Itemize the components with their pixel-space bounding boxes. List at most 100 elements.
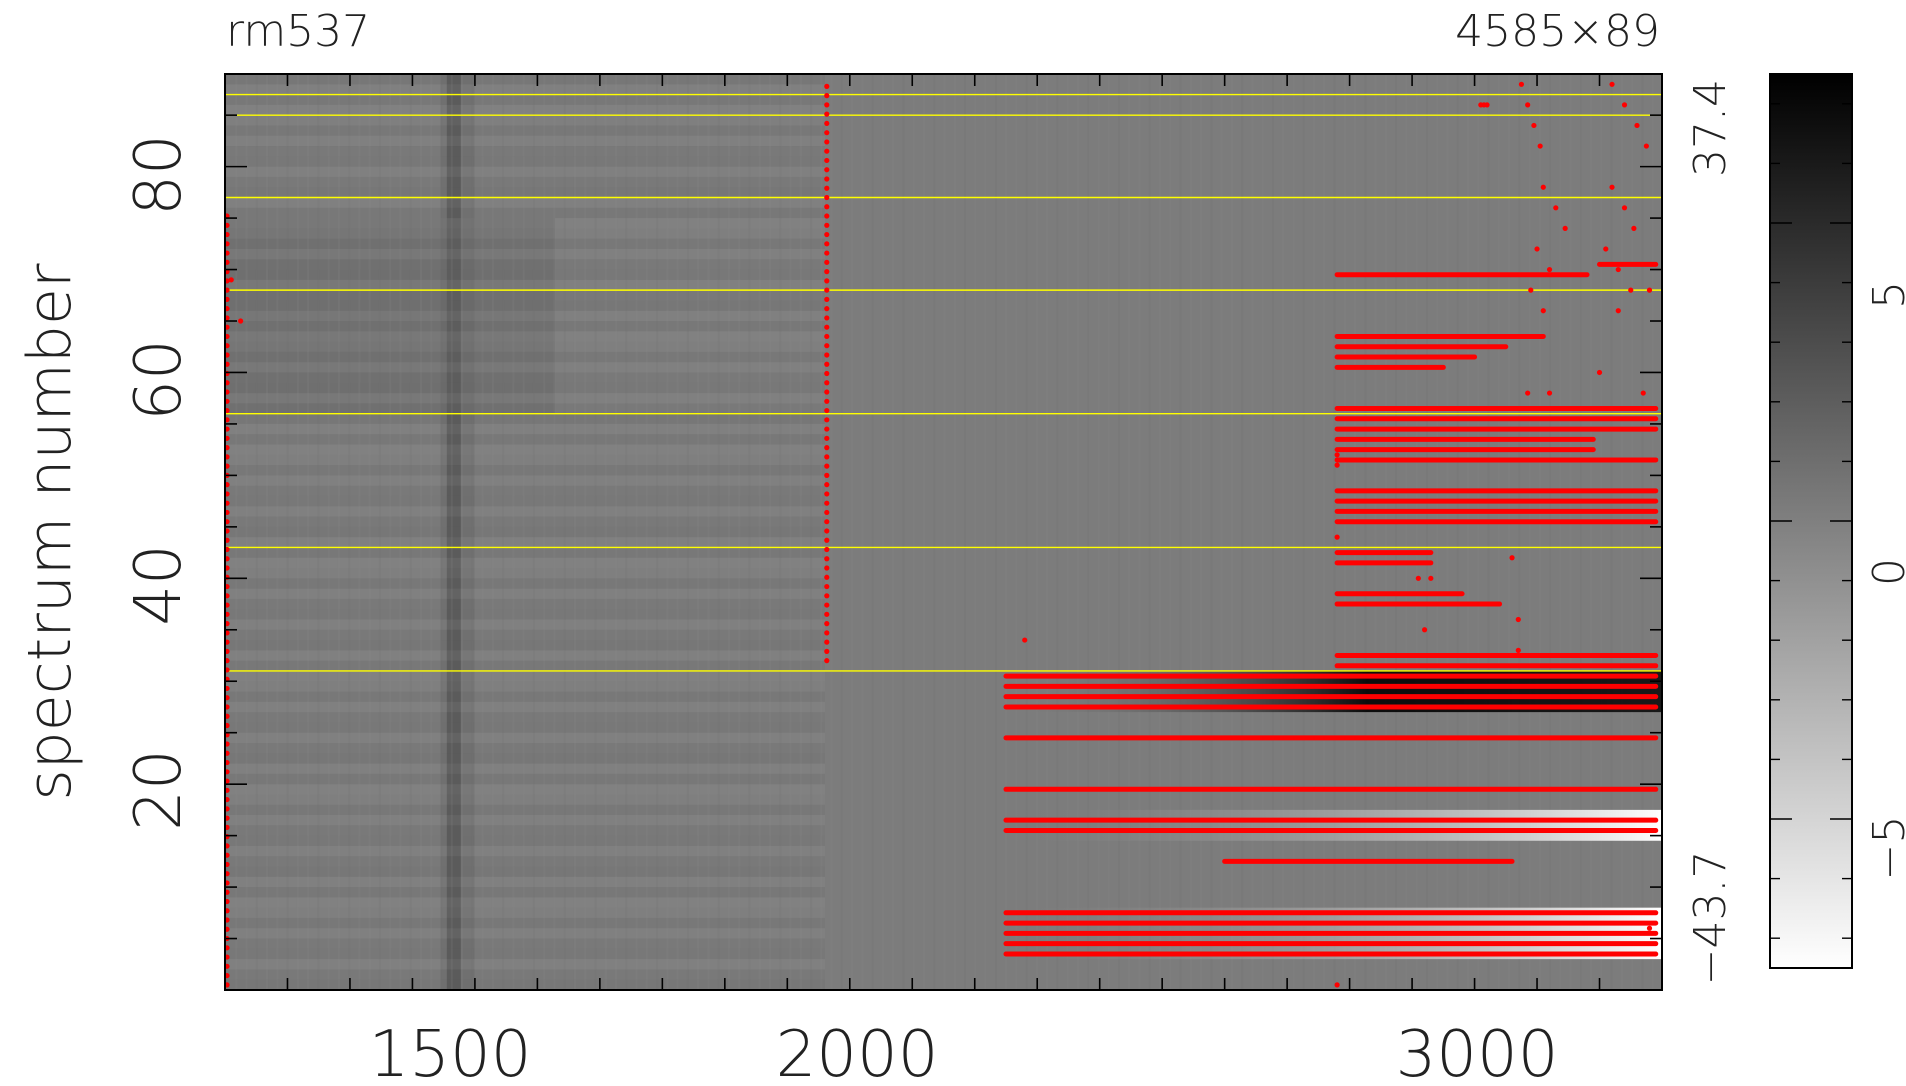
column-stripe — [440, 74, 443, 990]
row-stripe — [225, 876, 825, 888]
masked-column-dot — [824, 407, 830, 414]
column-stripe — [399, 74, 402, 990]
masked-column-dot — [824, 583, 830, 590]
column-stripe — [1559, 74, 1562, 990]
masked-column-dot — [225, 306, 230, 312]
row-stripe — [225, 413, 825, 424]
masked-column-dot — [824, 102, 830, 108]
column-stripe — [594, 74, 597, 990]
column-stripe — [769, 74, 772, 990]
colorbar-tick-label-minus5: −5 — [1864, 816, 1906, 881]
dark-column-halo — [440, 74, 475, 990]
masked-column-dot — [824, 213, 830, 219]
masked-dot — [1540, 184, 1546, 190]
masked-column-dot — [225, 963, 230, 969]
masked-dot — [1643, 143, 1649, 149]
masked-column-dot — [824, 222, 830, 228]
row-stripe — [225, 712, 825, 723]
column-stripe — [296, 74, 299, 990]
row-stripe — [225, 228, 825, 239]
masked-dot — [1540, 308, 1546, 314]
colorbar-ticks — [1770, 103, 1852, 939]
masked-dot — [1421, 627, 1428, 633]
column-stripe — [748, 74, 751, 990]
masked-column-dot — [824, 204, 830, 210]
row-stripe — [225, 135, 825, 147]
row-stripe — [225, 609, 825, 620]
row-stripe — [225, 784, 825, 795]
row-stripe — [225, 650, 825, 661]
column-stripe — [461, 74, 464, 990]
row-stripe — [225, 197, 825, 208]
row-stripe — [225, 403, 825, 414]
masked-column-dot — [225, 871, 230, 877]
column-stripe — [1620, 74, 1623, 990]
masked-dot — [1022, 637, 1028, 643]
row-stripe — [225, 537, 825, 548]
masked-column-dot — [824, 528, 830, 534]
masked-column-dot — [824, 111, 830, 117]
row-stripe — [225, 156, 825, 167]
column-stripe — [1364, 74, 1367, 990]
masked-dot — [1621, 205, 1628, 211]
column-stripe — [1107, 74, 1110, 990]
row-stripe — [225, 804, 825, 816]
column-stripe — [686, 74, 689, 990]
row-stripe — [225, 506, 825, 517]
row-stripe — [225, 629, 825, 641]
masked-column-dot — [824, 398, 830, 404]
column-stripe — [1220, 74, 1223, 990]
row-stripe — [225, 722, 825, 733]
row-stripe — [225, 742, 825, 754]
chart-title-left: rm537 — [226, 6, 370, 57]
masked-column-dot — [824, 167, 830, 173]
masked-dot — [1428, 575, 1434, 581]
row-stripe — [225, 372, 825, 383]
row-stripe — [225, 753, 825, 764]
column-stripe — [1230, 74, 1233, 990]
masked-dot — [1518, 81, 1525, 87]
column-stripe — [1508, 74, 1511, 990]
row-stripe — [225, 557, 825, 569]
y-tick-label-80: 80 — [122, 134, 196, 215]
masked-column-dot — [824, 296, 830, 302]
masked-column-dot — [225, 241, 230, 247]
row-stripe — [225, 248, 825, 260]
row-stripe — [225, 681, 825, 692]
column-stripe — [1538, 74, 1541, 990]
masked-column-dot — [225, 972, 230, 979]
row-stripe — [225, 825, 825, 836]
masked-column-dot — [225, 750, 230, 756]
masked-dot — [1509, 555, 1515, 561]
row-stripe — [225, 835, 825, 846]
row-stripe — [225, 578, 825, 589]
masked-column-dot — [225, 824, 230, 830]
column-stripe — [1579, 74, 1582, 990]
masked-dot — [1515, 647, 1521, 653]
row-stripe — [225, 393, 825, 404]
y-axis-label: spectrum number — [15, 263, 85, 800]
column-stripe — [1138, 74, 1141, 990]
masked-column-dot — [824, 454, 830, 460]
masked-column-dot — [225, 648, 230, 654]
column-stripe — [820, 74, 823, 990]
column-stripe — [738, 74, 741, 990]
column-stripe — [1015, 74, 1018, 990]
row-stripe — [225, 279, 825, 291]
masked-column-dot — [824, 259, 830, 265]
column-stripe — [1425, 74, 1428, 990]
column-stripe — [1005, 74, 1008, 990]
column-stripe — [1405, 74, 1408, 990]
masked-column-dot — [225, 621, 230, 627]
column-stripe — [1354, 74, 1357, 990]
masked-column-dot — [225, 222, 230, 228]
row-stripe — [225, 598, 825, 610]
column-stripe — [1395, 74, 1398, 990]
masked-column-dot — [824, 278, 830, 284]
column-stripe — [1487, 74, 1490, 990]
masked-column-dot — [824, 130, 830, 136]
column-stripe — [994, 74, 997, 990]
row-stripe — [225, 465, 825, 476]
masked-column-dot — [824, 352, 830, 358]
column-stripe — [337, 74, 340, 990]
